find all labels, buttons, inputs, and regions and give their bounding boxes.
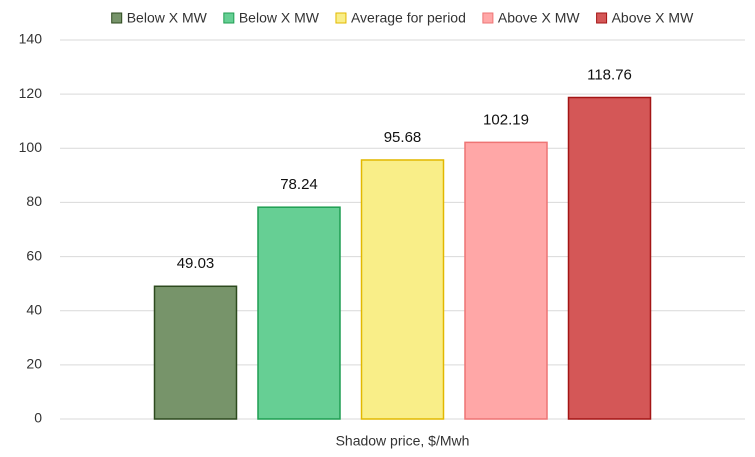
value-label: 49.03: [177, 255, 215, 272]
legend-swatch: [596, 12, 608, 24]
y-tick-label: 140: [19, 31, 43, 47]
bar: [464, 141, 548, 420]
value-label: 95.68: [384, 129, 422, 146]
bar: [153, 285, 238, 420]
y-tick-label: 40: [26, 301, 42, 317]
legend-label: Above X MW: [498, 10, 580, 26]
y-tick-label: 0: [34, 410, 42, 426]
y-tick-label: 80: [26, 193, 42, 209]
value-label: 102.19: [483, 111, 529, 128]
bar: [257, 206, 341, 420]
legend-swatch: [335, 12, 347, 24]
legend-label: Below X MW: [127, 10, 208, 26]
legend-swatch: [482, 12, 494, 24]
legend-label: Below X MW: [239, 10, 320, 26]
value-label: 118.76: [587, 66, 632, 83]
legend-label: Above X MW: [612, 10, 694, 26]
x-category-label: Shadow price, $/Mwh: [336, 433, 470, 449]
value-label: 78.24: [280, 176, 318, 193]
bar: [567, 96, 652, 420]
y-tick-label: 100: [19, 139, 43, 155]
legend-label: Average for period: [351, 10, 466, 26]
y-tick-label: 60: [26, 247, 42, 263]
y-tick-label: 120: [19, 85, 43, 101]
bar: [360, 159, 445, 420]
legend-swatch: [223, 12, 235, 24]
legend-swatch: [111, 12, 123, 24]
y-tick-label: 20: [26, 356, 42, 372]
